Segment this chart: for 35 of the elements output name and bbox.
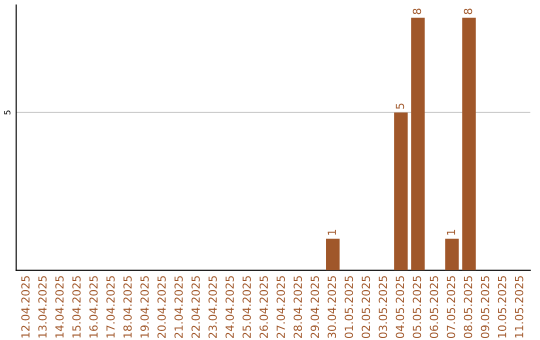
x-tick-label: 06.05.2025 xyxy=(430,276,438,338)
x-tick-label: 29.04.2025 xyxy=(310,276,320,338)
x-tick-label: 11.05.2025 xyxy=(514,276,524,338)
x-tick-label: 30.04.2025 xyxy=(328,276,336,338)
x-tick-label: 23.04.2025 xyxy=(208,276,217,338)
x-tick-label: 26.04.2025 xyxy=(260,276,268,338)
x-tick-label: 12.04.2025 xyxy=(21,276,30,338)
x-tick-label: 24.04.2025 xyxy=(226,276,234,338)
x-tick-label: 27.04.2025 xyxy=(276,276,285,338)
x-tick-label: 14.04.2025 xyxy=(55,276,64,338)
x-tick-label: 04.05.2025 xyxy=(396,276,404,338)
x-tick-label: 25.04.2025 xyxy=(242,276,251,338)
data-label: 5 xyxy=(396,104,404,109)
x-tick-label: 05.05.2025 xyxy=(412,276,422,338)
x-tick-label: 22.04.2025 xyxy=(191,276,200,338)
x-tick-label: 20.04.2025 xyxy=(157,276,166,338)
x-tick-label: 02.05.2025 xyxy=(362,276,370,338)
x-tick-label: 28.04.2025 xyxy=(294,276,302,338)
data-label: 1 xyxy=(328,230,336,235)
data-label: 8 xyxy=(464,8,472,14)
x-tick-label: 15.04.2025 xyxy=(72,276,81,338)
x-tick-label: 16.04.2025 xyxy=(89,276,98,338)
x-tick-label: 03.05.2025 xyxy=(378,276,388,338)
x-tick-label: 19.04.2025 xyxy=(140,276,149,338)
x-tick-label: 09.05.2025 xyxy=(480,276,490,338)
x-tick-label: 08.05.2025 xyxy=(464,276,472,338)
x-tick-label: 07.05.2025 xyxy=(446,276,456,338)
x-tick-label: 17.04.2025 xyxy=(106,276,115,338)
data-label: 1 xyxy=(446,230,456,235)
x-tick-label: 21.04.2025 xyxy=(174,276,183,338)
data-label: 8 xyxy=(412,8,422,14)
x-tick-label: 01.05.2025 xyxy=(344,276,354,338)
x-tick-label: 10.05.2025 xyxy=(498,276,506,338)
x-tick-label: 13.04.2025 xyxy=(38,276,47,338)
x-tick-label: 18.04.2025 xyxy=(123,276,132,338)
